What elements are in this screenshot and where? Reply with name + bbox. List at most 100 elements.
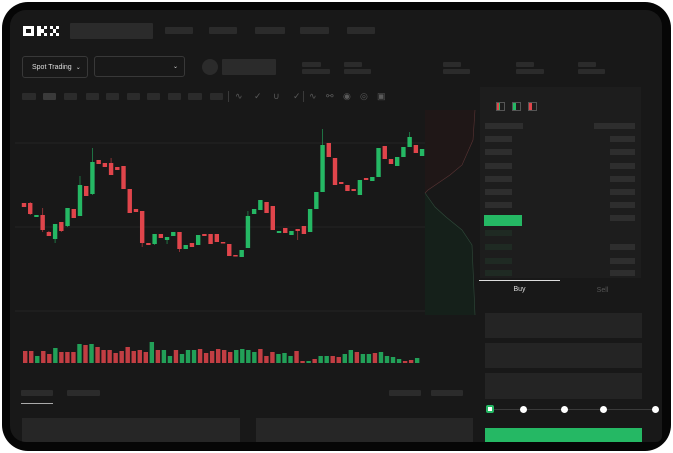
volume-bar: [282, 353, 287, 363]
candle-body: [96, 160, 101, 164]
volume-bar: [209, 351, 215, 363]
volume-bar: [318, 356, 323, 363]
nav-item[interactable]: [300, 27, 329, 34]
timeframe-button[interactable]: [168, 93, 181, 100]
timeframe-button[interactable]: [127, 93, 140, 100]
tab-open-orders[interactable]: [21, 390, 53, 396]
timeframe-button[interactable]: [86, 93, 99, 100]
candle-body: [401, 147, 406, 157]
ask-amount: [610, 149, 635, 155]
camera-icon[interactable]: ◉: [343, 91, 351, 101]
candle-body: [158, 234, 164, 238]
total-input[interactable]: [485, 373, 642, 399]
settings-icon[interactable]: ◎: [360, 91, 368, 101]
volume-bar: [330, 356, 335, 363]
okx-logo[interactable]: [23, 24, 63, 38]
amount-input[interactable]: [485, 343, 642, 368]
candle-body: [307, 209, 313, 232]
price-input[interactable]: [485, 313, 642, 338]
candle-body: [295, 229, 300, 231]
volume-bar: [71, 352, 76, 363]
timeframe-button[interactable]: [147, 93, 160, 100]
candle-body: [301, 226, 307, 234]
wave-icon[interactable]: ∿: [309, 91, 317, 101]
amount-header: [594, 123, 635, 129]
volume-bar: [414, 358, 420, 363]
candle-body: [227, 244, 232, 256]
candle-body: [146, 243, 151, 245]
slider-mark-50[interactable]: [561, 406, 568, 413]
timeframe-button[interactable]: [22, 93, 36, 100]
bid-amount: [610, 270, 635, 276]
candle-body: [139, 211, 145, 243]
volume-bar: [149, 342, 155, 363]
candle-body: [395, 157, 400, 166]
candle-body: [326, 143, 331, 157]
volume-bar: [336, 357, 341, 363]
volume-bar: [264, 356, 269, 363]
indicator-icon[interactable]: ∿: [235, 91, 243, 101]
order-book: [480, 87, 641, 278]
volume-bar: [95, 347, 100, 363]
candle-body: [115, 167, 120, 170]
chart-type-icon[interactable]: ✓: [254, 91, 262, 101]
volume-bar: [53, 348, 58, 363]
buy-button[interactable]: [485, 428, 642, 442]
candle-body: [345, 185, 350, 191]
volume-bar: [372, 353, 378, 363]
draw-icon[interactable]: ∪: [273, 91, 280, 101]
nav-item[interactable]: [347, 27, 375, 34]
volume-bar: [342, 354, 347, 363]
candle-body: [413, 145, 419, 153]
ask-price: [485, 202, 512, 208]
pair-select[interactable]: ⌄: [94, 56, 185, 77]
chevron-down-icon[interactable]: ✓: [293, 91, 301, 101]
orderbook-bids-icon[interactable]: [512, 102, 521, 111]
filter-button[interactable]: [389, 390, 421, 396]
candlestick-chart[interactable]: [10, 105, 480, 375]
candle-body: [171, 232, 176, 236]
slider-handle[interactable]: [486, 405, 494, 413]
volume-bar: [89, 344, 94, 363]
candle-body: [28, 203, 33, 214]
spot-trading-dropdown[interactable]: Spot Trading ⌄: [22, 56, 88, 78]
search-bar[interactable]: [70, 23, 153, 39]
slider-mark-100[interactable]: [652, 406, 659, 413]
candle-body: [276, 231, 282, 233]
last-price-badge: [484, 215, 522, 226]
timeframe-button[interactable]: [64, 93, 77, 100]
nav-item[interactable]: [165, 27, 193, 34]
timeframe-button[interactable]: [188, 93, 202, 100]
ruler-icon[interactable]: ⚯: [326, 91, 334, 101]
timeframe-button[interactable]: [210, 93, 223, 100]
slider-mark-25[interactable]: [520, 406, 527, 413]
timeframe-button[interactable]: [43, 93, 56, 100]
orderbook-asks-icon[interactable]: [528, 102, 537, 111]
slider-mark-75[interactable]: [600, 406, 607, 413]
candle-body: [220, 242, 226, 244]
tab-sell[interactable]: Sell: [596, 287, 609, 294]
volume-bar: [396, 359, 402, 363]
orderbook-both-icon[interactable]: [496, 102, 505, 111]
candle-body: [34, 215, 39, 217]
volume-bar: [324, 356, 329, 363]
candle-body: [388, 159, 394, 164]
tab-order-history[interactable]: [67, 390, 100, 396]
nav-item[interactable]: [209, 27, 237, 34]
volume-bar: [65, 352, 70, 363]
candle-body: [214, 234, 220, 242]
volume-bar: [83, 345, 88, 363]
candle-body: [177, 232, 182, 249]
volume-bar: [390, 357, 396, 363]
ask-depth-area: [425, 110, 475, 193]
volume-bar: [203, 353, 209, 363]
timeframe-button[interactable]: [106, 93, 119, 100]
tab-buy[interactable]: Buy: [513, 286, 526, 293]
filter-button[interactable]: [431, 390, 463, 396]
volume-bar: [47, 354, 52, 363]
fullscreen-icon[interactable]: ▣: [377, 91, 386, 101]
bid-price: [485, 258, 512, 264]
candle-body: [357, 180, 363, 195]
percent-slider[interactable]: [489, 409, 655, 410]
nav-item[interactable]: [255, 27, 285, 34]
